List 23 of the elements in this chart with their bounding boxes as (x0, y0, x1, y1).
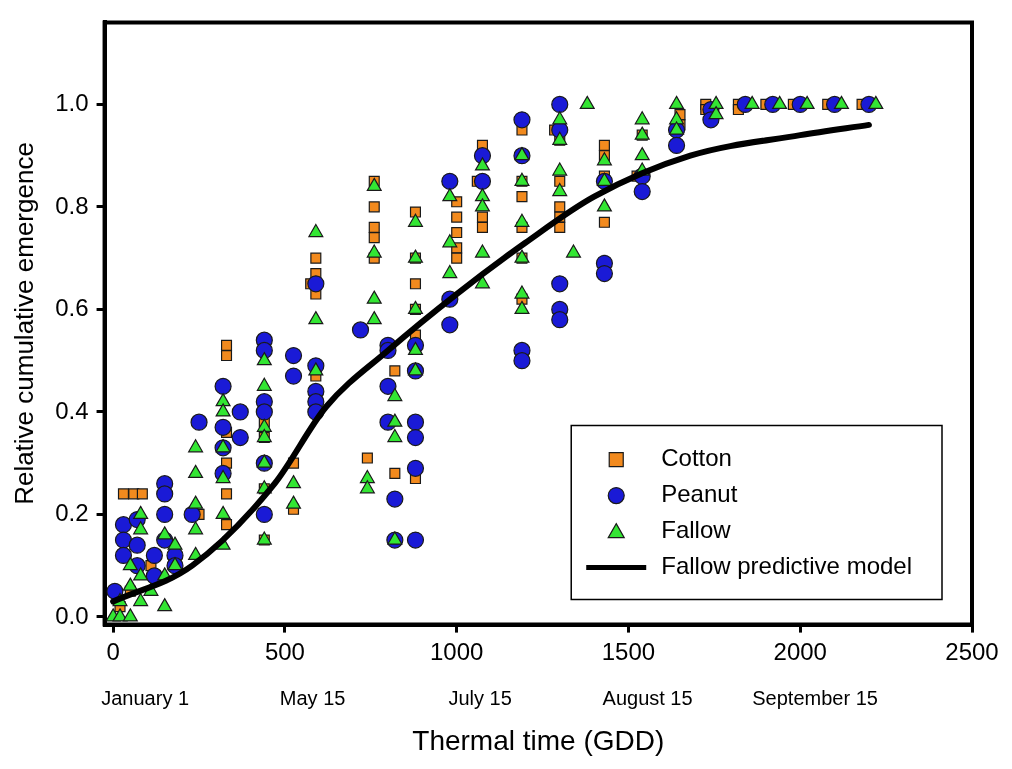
legend-label: Fallow predictive model (661, 552, 913, 580)
y-axis-title: Relative cumulative emergence (8, 142, 39, 505)
y-tick-label: 0.8 (55, 191, 89, 219)
x-tick-label: 500 (264, 637, 305, 665)
legend-label: Fallow (661, 516, 732, 544)
legend-label: Peanut (661, 480, 738, 508)
y-tick-label: 0.6 (55, 294, 89, 322)
x-tick-label: 2000 (773, 637, 827, 665)
x-tick-label: 1500 (601, 637, 656, 665)
text: September 15 (752, 686, 878, 709)
text: May 15 (279, 686, 346, 709)
legend-label: Cotton (661, 444, 732, 472)
x-axis-title: Thermal time (GDD) (412, 724, 665, 756)
x-tick-label: 2500 (945, 637, 999, 665)
y-tick-label: 1.0 (55, 89, 89, 117)
y-tick-label: 0.4 (55, 396, 89, 424)
x-tick-label: 1000 (430, 637, 484, 665)
x-tick-label: 0 (106, 637, 120, 665)
text: August 15 (602, 686, 693, 709)
y-tick-label: 0.0 (55, 601, 89, 629)
y-tick-label: 0.2 (55, 499, 89, 527)
text: July 15 (448, 686, 512, 709)
text: January 1 (101, 686, 190, 709)
